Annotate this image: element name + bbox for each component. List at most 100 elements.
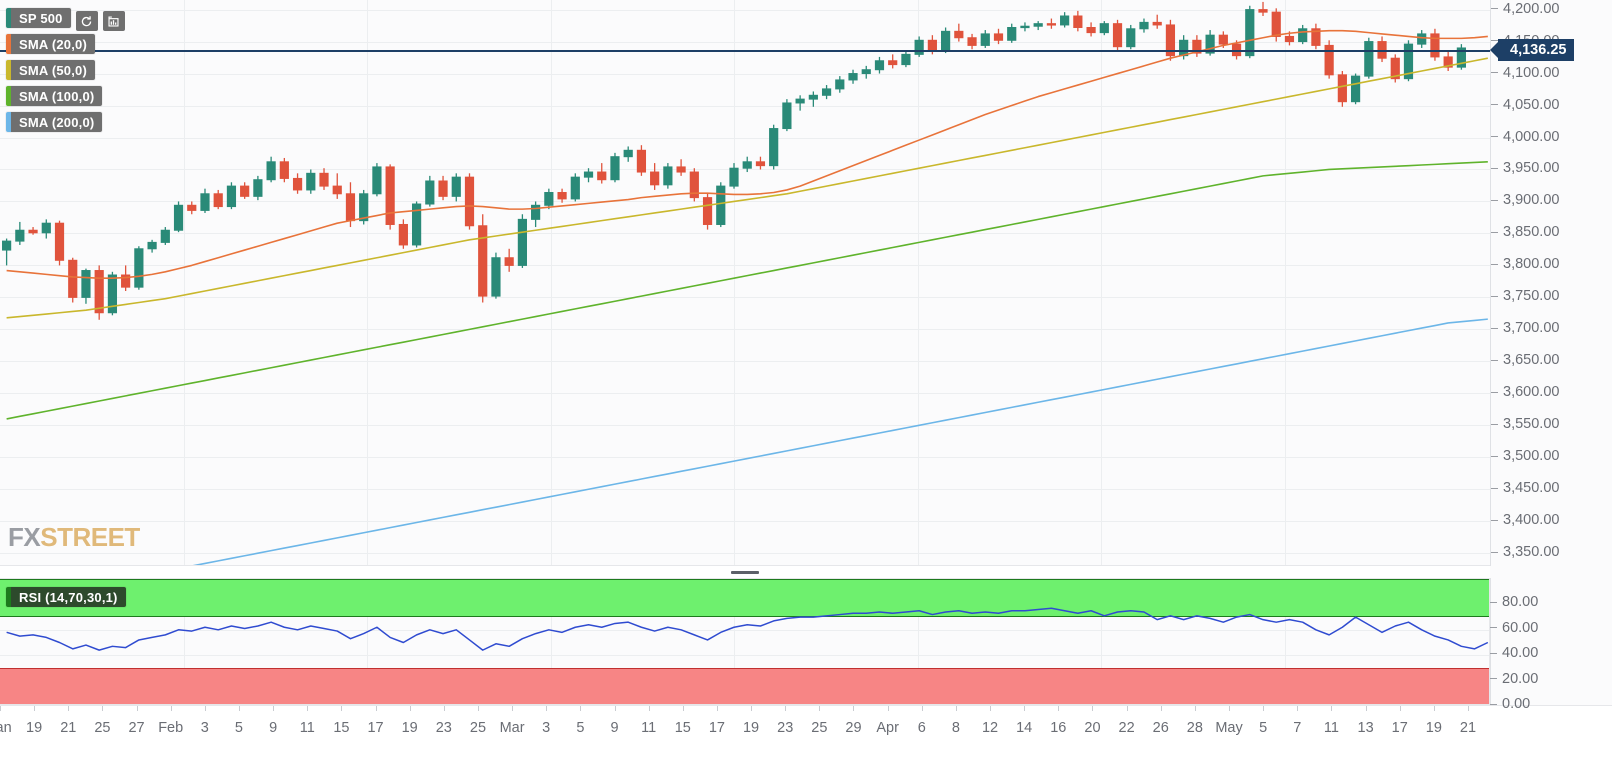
time-axis-tick: 5 [576, 720, 585, 736]
rsi-pane[interactable]: RSI (14,70,30,1) [0, 578, 1490, 705]
time-axis-tick: Mar [499, 720, 525, 736]
price-axis-tick: 3,450.00 [1491, 480, 1559, 496]
price-chart-pane[interactable] [0, 0, 1490, 566]
time-axis-tickmark [1194, 706, 1196, 711]
time-axis-tickmark [1058, 706, 1060, 711]
time-axis-tickmark [785, 706, 787, 711]
gridline [0, 521, 1490, 523]
gridline [0, 73, 1490, 75]
price-axis-tick: 3,400.00 [1491, 512, 1559, 528]
price-axis-tick: 3,650.00 [1491, 352, 1559, 368]
time-axis-tick: 13 [1357, 720, 1374, 736]
gridline [734, 0, 735, 565]
time-axis-tickmark [1365, 706, 1367, 711]
chart-icon[interactable] [102, 11, 125, 31]
time-axis-tick: 26 [1152, 720, 1169, 736]
time-axis-tick: 23 [435, 720, 452, 736]
legend-color-swatch [6, 587, 11, 607]
gridline [0, 297, 1490, 299]
rsi-oversold-band [0, 667, 1489, 704]
time-axis-tick: 27 [128, 720, 145, 736]
gridline [0, 629, 1489, 631]
time-axis-tick: May [1215, 720, 1243, 736]
time-axis-tickmark [955, 706, 957, 711]
splitter-grip[interactable] [731, 570, 759, 574]
time-axis-tickmark [614, 706, 616, 711]
time-axis-tick: 8 [951, 720, 960, 736]
pane-splitter[interactable] [0, 566, 1490, 578]
legend-item-rsi[interactable]: RSI (14,70,30,1) [6, 587, 126, 607]
gridline [0, 361, 1490, 363]
gridline [918, 0, 919, 565]
refresh-icon[interactable] [75, 11, 98, 31]
time-axis-tickmark [990, 706, 992, 711]
time-axis-tickmark [68, 706, 70, 711]
time-axis-tickmark [443, 706, 445, 711]
legend-item-sma200[interactable]: SMA (200,0) [6, 112, 103, 132]
time-axis-tickmark [170, 706, 172, 711]
gridline [0, 169, 1490, 171]
gridline [0, 655, 1489, 657]
time-axis[interactable]: Jan 19 21 25 27 Feb 3 5 9 11 15 17 19 23 25 Mar 3 5 9 11 15 1… [0, 705, 1612, 759]
legend-color-swatch [6, 34, 11, 54]
price-axis-tick: 4,050.00 [1491, 97, 1559, 113]
rsi-series-layer [6, 607, 1489, 651]
time-axis-tick: 28 [1186, 720, 1203, 736]
price-axis-tick: 3,900.00 [1491, 192, 1559, 208]
time-axis-tick: 21 [1459, 720, 1477, 736]
gridline [0, 201, 1490, 203]
gridline [918, 579, 919, 704]
gridline [1285, 579, 1286, 704]
time-axis-tick: Apr [876, 720, 899, 736]
time-axis-tickmark [1468, 706, 1469, 711]
time-axis-tickmark [273, 706, 275, 711]
gridline [0, 425, 1490, 427]
time-axis-tick: 17 [708, 720, 725, 736]
time-axis-tickmark [648, 706, 650, 711]
time-axis-tickmark [853, 706, 855, 711]
time-axis-tick: 14 [1016, 720, 1033, 736]
current-price-line [0, 50, 1490, 52]
gridline [0, 137, 1490, 139]
legend-item-symbol[interactable]: SP 500 [6, 8, 71, 28]
gridline [551, 0, 552, 565]
rsi-axis[interactable] [1490, 578, 1612, 705]
time-axis-tickmark [1331, 706, 1333, 711]
time-axis-tickmark [887, 706, 889, 711]
price-series-layer [2, 1, 1488, 565]
legend-item-sma50[interactable]: SMA (50,0) [6, 60, 95, 80]
time-axis-tick: 11 [641, 720, 657, 736]
gridline [1285, 0, 1286, 565]
time-axis-tick: 19 [1425, 720, 1442, 736]
legend-item-sma20[interactable]: SMA (20,0) [6, 34, 95, 54]
gridline [0, 233, 1490, 235]
time-axis-tickmark [409, 706, 411, 711]
fxstreet-logo-fx: FX [8, 522, 41, 552]
time-axis-tick: 19 [26, 720, 43, 736]
time-axis-tick: 21 [60, 720, 77, 736]
legend-item-label: SMA (50,0) [11, 60, 95, 80]
time-axis-tickmark [1126, 706, 1128, 711]
price-axis[interactable]: 4,200.004,150.004,100.004,050.004,000.00… [1490, 0, 1612, 566]
gridline [0, 329, 1490, 331]
gridline [1101, 0, 1102, 565]
legend-item-label: SMA (100,0) [11, 86, 103, 106]
fxstreet-logo: FXSTREET [8, 522, 140, 553]
time-axis-tick: 5 [234, 720, 244, 736]
legend-item-sma100[interactable]: SMA (100,0) [6, 86, 103, 106]
time-axis-tick: 17 [1391, 720, 1408, 736]
gridline [734, 579, 735, 704]
gridline [551, 579, 552, 704]
time-axis-tickmark [1092, 706, 1094, 711]
time-axis-tick: Jan [0, 720, 12, 736]
time-axis-tickmark [477, 706, 479, 711]
time-axis-tick: Feb [158, 720, 184, 736]
legend-color-swatch [6, 60, 11, 80]
price-axis-tick: 3,700.00 [1491, 320, 1559, 336]
legend-item-label: SMA (200,0) [11, 112, 103, 132]
time-axis-tickmark [1024, 706, 1026, 711]
time-axis-tick: 23 [777, 720, 794, 736]
price-axis-tick: 4,200.00 [1491, 1, 1559, 17]
gridline [184, 0, 185, 565]
time-axis-tickmark [751, 706, 753, 711]
